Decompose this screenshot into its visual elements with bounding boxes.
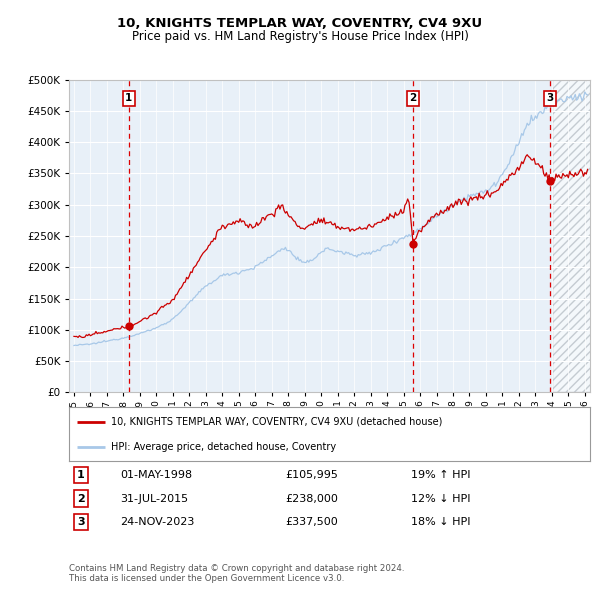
Text: 3: 3 [77, 517, 85, 527]
Text: £238,000: £238,000 [285, 494, 338, 503]
Text: £105,995: £105,995 [285, 470, 338, 480]
Text: 01-MAY-1998: 01-MAY-1998 [120, 470, 192, 480]
Text: Price paid vs. HM Land Registry's House Price Index (HPI): Price paid vs. HM Land Registry's House … [131, 30, 469, 43]
Text: 2: 2 [409, 93, 417, 103]
Text: 3: 3 [547, 93, 554, 103]
Text: Contains HM Land Registry data © Crown copyright and database right 2024.
This d: Contains HM Land Registry data © Crown c… [69, 563, 404, 583]
Text: 1: 1 [125, 93, 133, 103]
Text: 1: 1 [77, 470, 85, 480]
Text: 10, KNIGHTS TEMPLAR WAY, COVENTRY, CV4 9XU (detached house): 10, KNIGHTS TEMPLAR WAY, COVENTRY, CV4 9… [110, 417, 442, 427]
Text: 10, KNIGHTS TEMPLAR WAY, COVENTRY, CV4 9XU: 10, KNIGHTS TEMPLAR WAY, COVENTRY, CV4 9… [118, 17, 482, 30]
Text: 12% ↓ HPI: 12% ↓ HPI [411, 494, 470, 503]
Text: 18% ↓ HPI: 18% ↓ HPI [411, 517, 470, 527]
Text: 19% ↑ HPI: 19% ↑ HPI [411, 470, 470, 480]
Text: 2: 2 [77, 494, 85, 503]
Text: 31-JUL-2015: 31-JUL-2015 [120, 494, 188, 503]
Text: £337,500: £337,500 [285, 517, 338, 527]
Text: HPI: Average price, detached house, Coventry: HPI: Average price, detached house, Cove… [110, 442, 336, 452]
Text: 24-NOV-2023: 24-NOV-2023 [120, 517, 194, 527]
